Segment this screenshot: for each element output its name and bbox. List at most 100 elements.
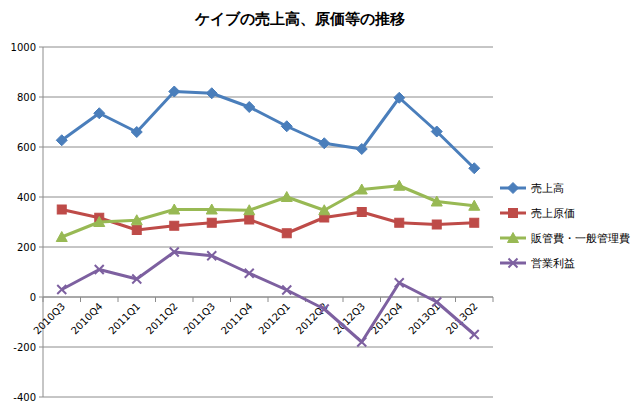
marker: [356, 144, 367, 155]
series-0: [56, 86, 480, 174]
marker: [395, 278, 404, 287]
marker: [207, 251, 216, 260]
y-tick-label: -400: [13, 392, 36, 403]
x-tick: [268, 297, 269, 302]
x-tick: [155, 297, 156, 302]
marker: [357, 338, 366, 347]
marker: [282, 286, 291, 295]
x-tick: [118, 297, 119, 302]
marker: [132, 226, 141, 235]
marker: [320, 305, 329, 314]
x-tick-label: 2011Q1: [106, 301, 142, 337]
legend-marker: [508, 183, 519, 194]
marker: [169, 86, 180, 97]
x-tick-label: 2011Q2: [144, 301, 180, 337]
marker: [281, 121, 292, 132]
x-tick: [380, 297, 381, 302]
marker: [170, 248, 179, 257]
marker: [206, 88, 217, 99]
marker: [245, 269, 254, 278]
x-tick-label: 2010Q4: [69, 301, 105, 337]
marker: [94, 108, 105, 119]
legend-marker: [508, 233, 519, 243]
marker: [245, 215, 254, 224]
marker: [57, 285, 66, 294]
marker: [470, 330, 479, 339]
marker: [170, 221, 179, 230]
grid-line: [43, 347, 493, 348]
chart-svg: ケイブの売上高、原価等の推移-400-200020040060080010002…: [0, 0, 640, 413]
marker: [432, 220, 441, 229]
marker: [319, 205, 330, 215]
x-tick: [493, 297, 494, 302]
x-tick: [43, 297, 44, 302]
legend-label: 営業利益: [531, 257, 575, 270]
marker: [431, 126, 442, 137]
legend-label: 売上原価: [531, 207, 575, 220]
marker: [469, 163, 480, 174]
y-tick: [39, 197, 43, 198]
marker: [469, 200, 480, 210]
x-axis: 2010Q32010Q42011Q12011Q22011Q32011Q42012…: [31, 297, 493, 336]
marker: [132, 275, 141, 284]
x-tick: [418, 297, 419, 302]
marker: [207, 218, 216, 227]
x-tick-label: 2011Q4: [219, 301, 255, 337]
x-tick: [193, 297, 194, 302]
series-line: [62, 252, 475, 342]
marker: [131, 215, 142, 225]
marker: [94, 217, 105, 227]
marker: [282, 229, 291, 238]
series-2: [56, 180, 480, 241]
marker: [131, 127, 142, 138]
marker: [57, 205, 66, 214]
marker: [244, 205, 255, 215]
marker: [56, 135, 67, 146]
legend-marker: [509, 259, 518, 268]
x-tick-label: 2010Q3: [31, 301, 67, 337]
marker: [244, 102, 255, 113]
grid-line: [43, 247, 493, 248]
marker: [281, 192, 292, 202]
x-tick: [455, 297, 456, 302]
x-tick: [230, 297, 231, 302]
y-tick: [39, 347, 43, 348]
y-tick-label: 600: [17, 142, 36, 153]
plot-data: [56, 86, 480, 347]
y-tick-label: 1000: [11, 42, 36, 53]
x-tick-label: 2012Q4: [369, 301, 405, 337]
marker: [206, 204, 217, 214]
x-tick-label: 2013Q2: [444, 301, 480, 337]
y-grid: -400-20002004006008001000: [11, 42, 493, 403]
y-tick: [39, 97, 43, 98]
marker: [95, 265, 104, 274]
marker: [394, 92, 405, 103]
series-3: [57, 248, 479, 347]
grid-line: [43, 397, 493, 398]
marker: [395, 218, 404, 227]
x-tick-label: 2013Q1: [406, 301, 442, 337]
y-tick: [39, 247, 43, 248]
grid-line: [43, 47, 493, 48]
series-line: [62, 92, 475, 169]
grid-line: [43, 97, 493, 98]
y-tick: [39, 397, 43, 398]
legend-label: 販管費・一般管理費: [531, 232, 630, 245]
marker: [470, 218, 479, 227]
y-tick-label: 0: [30, 292, 36, 303]
y-tick: [39, 147, 43, 148]
legend: 売上高売上原価販管費・一般管理費営業利益: [500, 182, 630, 270]
x-tick-label: 2012Q1: [256, 301, 292, 337]
y-tick-label: 400: [17, 192, 36, 203]
x-tick-label: 2012Q2: [294, 301, 330, 337]
legend-label: 売上高: [531, 182, 564, 195]
y-tick-label: 200: [17, 242, 36, 253]
legend-marker: [509, 209, 518, 218]
x-tick: [343, 297, 344, 302]
y-tick: [39, 47, 43, 48]
y-tick-label: -200: [13, 342, 36, 353]
x-tick-label: 2011Q3: [181, 301, 217, 337]
marker: [431, 196, 442, 206]
y-tick: [39, 297, 43, 298]
grid-line: [43, 147, 493, 148]
